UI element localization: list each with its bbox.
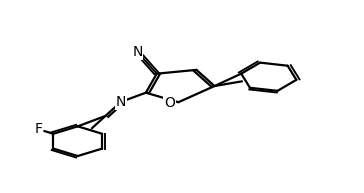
Text: O: O xyxy=(164,96,175,110)
Text: N: N xyxy=(132,45,143,59)
Text: N: N xyxy=(115,95,126,109)
Text: F: F xyxy=(34,122,42,136)
Text: N: N xyxy=(115,95,126,109)
